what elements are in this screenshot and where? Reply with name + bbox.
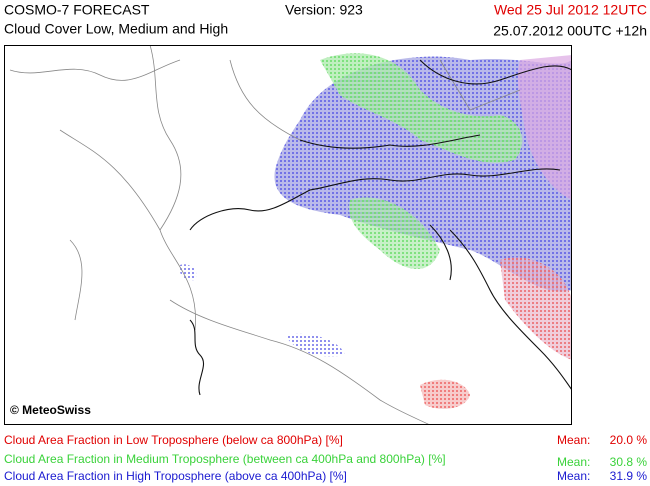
map — [4, 45, 572, 425]
credit: © MeteoSwiss — [10, 403, 91, 417]
mean-value: 31.9 % — [610, 469, 648, 483]
mean-label: Mean: — [557, 433, 590, 447]
mean-value: 20.0 % — [610, 433, 648, 447]
title: Cloud Cover Low, Medium and High — [4, 21, 228, 37]
product: COSMO-7 FORECAST — [4, 2, 150, 18]
version: Version: 923 — [285, 2, 363, 18]
valid-time: Wed 25 Jul 2012 12UTC — [494, 2, 647, 18]
run-time: 25.07.2012 00UTC +12h — [493, 23, 647, 39]
legend-label: Cloud Area Fraction in Low Troposphere (… — [4, 433, 343, 447]
legend: Cloud Area Fraction in Low Troposphere (… — [4, 433, 647, 483]
mean-label: Mean: — [557, 455, 590, 469]
legend-label: Cloud Area Fraction in Medium Tropospher… — [4, 452, 446, 466]
legend-label: Cloud Area Fraction in High Troposphere … — [4, 469, 347, 483]
mean-label: Mean: — [557, 469, 590, 483]
mean-value: 30.8 % — [610, 455, 648, 469]
